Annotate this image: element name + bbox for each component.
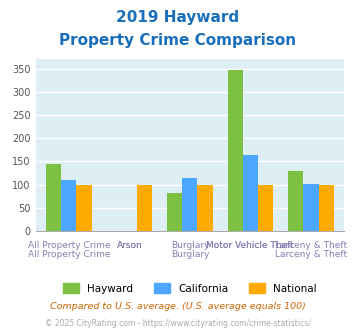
- Bar: [46, 164, 61, 231]
- Text: Burglary: Burglary: [171, 241, 209, 250]
- Bar: [197, 184, 213, 231]
- Text: 2019 Hayward: 2019 Hayward: [116, 10, 239, 25]
- Bar: [288, 171, 304, 231]
- Text: Motor Vehicle Theft: Motor Vehicle Theft: [207, 241, 295, 250]
- Bar: [137, 184, 152, 231]
- Text: All Property Crime: All Property Crime: [28, 250, 110, 259]
- Bar: [76, 184, 92, 231]
- Bar: [304, 184, 319, 231]
- Bar: [61, 180, 76, 231]
- Legend: Hayward, California, National: Hayward, California, National: [59, 279, 321, 298]
- Text: Larceny & Theft: Larceny & Theft: [275, 250, 347, 259]
- Bar: [228, 70, 243, 231]
- Text: © 2025 CityRating.com - https://www.cityrating.com/crime-statistics/: © 2025 CityRating.com - https://www.city…: [45, 319, 310, 328]
- Text: Larceny & Theft: Larceny & Theft: [275, 241, 347, 250]
- Bar: [258, 184, 273, 231]
- Text: Burglary: Burglary: [171, 250, 209, 259]
- Bar: [167, 192, 182, 231]
- Text: Motor Vehicle Theft: Motor Vehicle Theft: [207, 241, 295, 250]
- Text: All Property Crime: All Property Crime: [28, 241, 110, 250]
- Bar: [243, 155, 258, 231]
- Bar: [319, 184, 334, 231]
- Text: Arson: Arson: [116, 241, 142, 250]
- Text: Property Crime Comparison: Property Crime Comparison: [59, 33, 296, 48]
- Text: Arson: Arson: [116, 241, 142, 250]
- Text: Compared to U.S. average. (U.S. average equals 100): Compared to U.S. average. (U.S. average …: [50, 302, 305, 311]
- Bar: [182, 178, 197, 231]
